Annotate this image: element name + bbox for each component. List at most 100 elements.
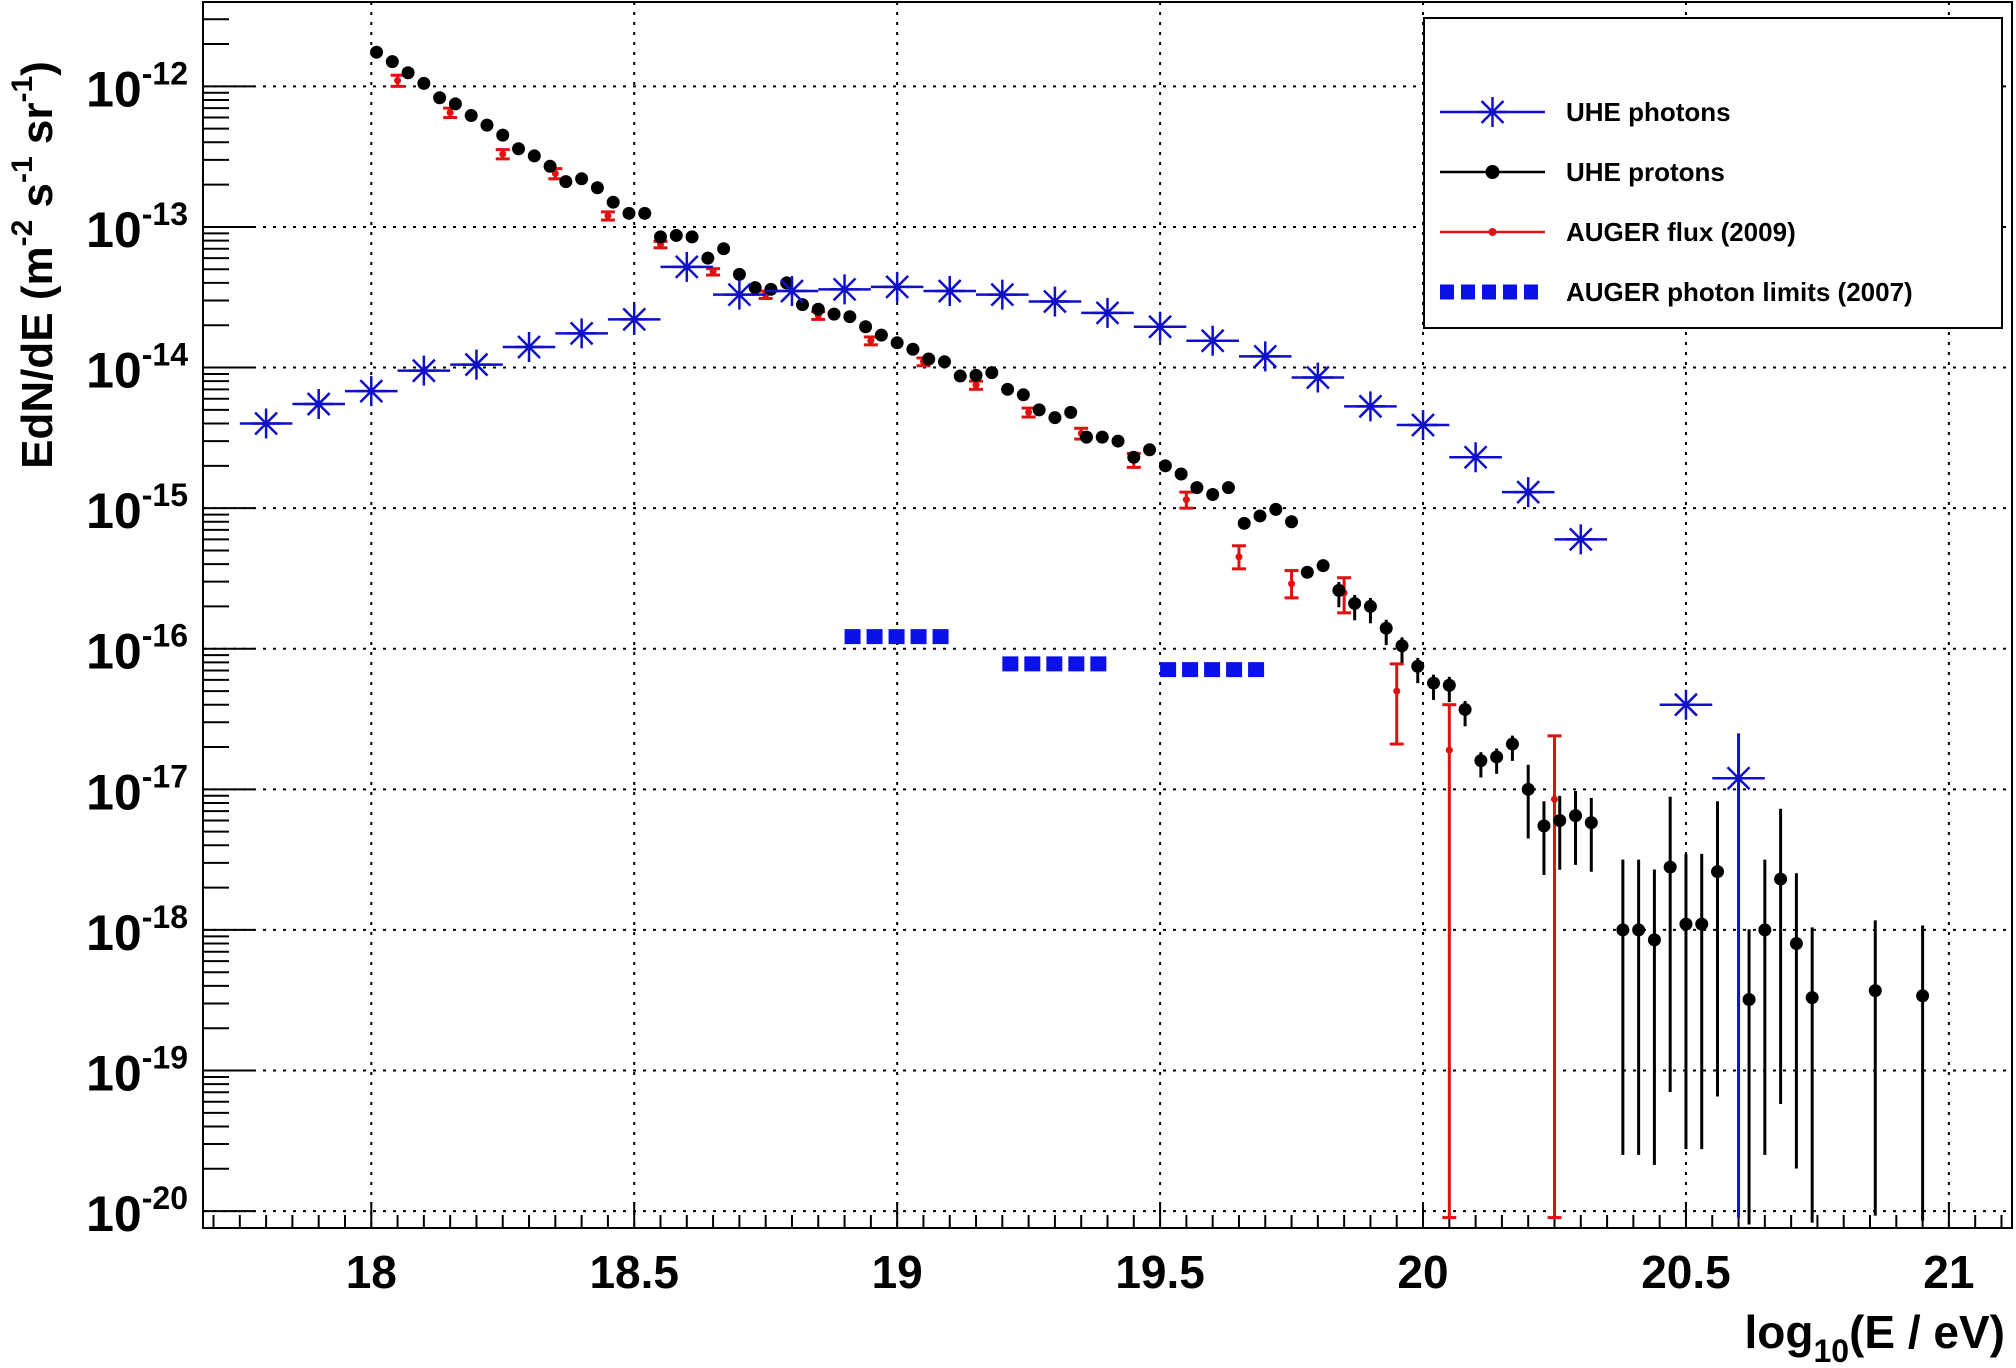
x-tick-label: 19 — [872, 1246, 923, 1298]
proton-point — [669, 228, 683, 242]
photon-star-marker — [303, 389, 334, 420]
proton-point — [953, 369, 967, 383]
y-tick-label: 10-12 — [86, 55, 188, 117]
y-tick-base: 10 — [86, 1186, 142, 1242]
x-axis-title-rest: (E / eV) — [1849, 1306, 2005, 1358]
auger-point — [709, 268, 717, 276]
y-tick-exponent: -13 — [142, 196, 188, 232]
y-tick-base: 10 — [86, 483, 142, 539]
y-tick-exponent: -18 — [142, 899, 188, 935]
photon-star-marker — [829, 274, 860, 305]
auger-point — [394, 77, 402, 85]
proton-point — [417, 76, 431, 90]
photon-star-marker — [566, 318, 597, 349]
proton-point — [1711, 865, 1725, 879]
proton-point — [401, 66, 415, 80]
proton-point — [480, 118, 494, 132]
protons-series — [370, 45, 1930, 1225]
y-tick-label: 10-16 — [86, 618, 188, 680]
photon-star-marker — [514, 332, 545, 363]
y-tick-label: 10-17 — [86, 758, 188, 820]
proton-point — [827, 307, 841, 321]
proton-point — [606, 195, 620, 209]
proton-point — [1016, 388, 1030, 402]
photon-star-marker — [1670, 689, 1701, 720]
auger-point — [1445, 746, 1453, 754]
photon-star-marker — [724, 279, 755, 310]
proton-point — [985, 366, 999, 380]
proton-point — [1300, 565, 1314, 579]
auger-point — [867, 337, 875, 345]
photon-star-marker — [408, 355, 439, 386]
proton-point — [1285, 515, 1299, 529]
grid — [203, 2, 2012, 1228]
x-axis-title: log10(E / eV) — [1744, 1306, 2005, 1368]
proton-point — [1079, 430, 1093, 444]
y-axis-title-exponent: -1 — [6, 76, 39, 103]
proton-point — [1095, 430, 1109, 444]
proton-point — [1916, 989, 1930, 1003]
proton-point — [464, 109, 478, 123]
proton-point — [1253, 509, 1267, 523]
y-tick-exponent: -20 — [142, 1180, 188, 1216]
y-tick-label: 10-15 — [86, 477, 188, 539]
photon-limits-series — [844, 629, 1266, 678]
photon-star-marker — [1302, 362, 1333, 393]
photon-star-marker — [1408, 410, 1439, 441]
y-tick-label: 10-20 — [86, 1180, 188, 1242]
proton-point — [1127, 450, 1141, 464]
proton-point — [590, 181, 604, 195]
legend-label: UHE photons — [1566, 97, 1731, 127]
y-tick-base: 10 — [86, 202, 142, 258]
proton-point — [811, 302, 825, 316]
x-tick-label: 21 — [1923, 1246, 1974, 1298]
proton-point — [1332, 583, 1346, 597]
x-tick-label: 20.5 — [1641, 1246, 1731, 1298]
y-tick-label: 10-14 — [86, 337, 188, 399]
y-tick-base: 10 — [86, 905, 142, 961]
y-tick-exponent: -15 — [142, 477, 188, 513]
proton-point — [1505, 737, 1519, 751]
proton-point — [748, 281, 762, 295]
proton-point — [1237, 516, 1251, 530]
x-tick-labels: 18 18.5 19 19.5 20 20.5 21 — [346, 1246, 1975, 1298]
proton-point — [1348, 596, 1362, 610]
proton-point — [1474, 754, 1488, 768]
y-tick-label: 10-13 — [86, 196, 188, 258]
proton-point — [1158, 459, 1172, 473]
photon-star-marker — [882, 271, 913, 302]
proton-point — [1048, 411, 1062, 425]
proton-point — [433, 91, 447, 105]
y-axis-title-part: EdN/dE (m — [13, 246, 62, 468]
y-tick-label: 10-19 — [86, 1040, 188, 1102]
y-axis-title: EdN/dE (m-2 s-1 sr-1) — [6, 61, 62, 469]
proton-point — [1868, 984, 1882, 998]
y-axis-title-exponent: -1 — [6, 156, 39, 183]
x-tick-label: 19.5 — [1115, 1246, 1205, 1298]
y-axis-title-exponent: -2 — [6, 220, 39, 247]
proton-point — [1221, 481, 1235, 495]
photon-star-marker — [1197, 325, 1228, 356]
x-axis-title-subscript: 10 — [1813, 1333, 1849, 1368]
photon-star-marker — [461, 349, 492, 380]
proton-point — [575, 172, 589, 186]
photon-star-marker — [1355, 391, 1386, 422]
proton-point — [654, 230, 668, 244]
proton-point — [1001, 382, 1015, 396]
proton-point — [1742, 993, 1756, 1007]
auger-point — [1550, 795, 1558, 803]
proton-point — [496, 128, 510, 142]
proton-point — [1537, 819, 1551, 833]
legend-photons-icon — [1477, 97, 1508, 127]
photon-star-marker — [1513, 477, 1544, 508]
proton-point — [1190, 481, 1204, 495]
proton-point — [1584, 816, 1598, 830]
auger-point — [1288, 580, 1296, 588]
proton-point — [685, 230, 699, 244]
proton-point — [1789, 937, 1803, 951]
photon-star-marker — [934, 276, 965, 307]
y-axis-title-part: ) — [13, 61, 62, 76]
proton-point — [764, 282, 778, 296]
photon-star-marker — [1145, 311, 1176, 342]
